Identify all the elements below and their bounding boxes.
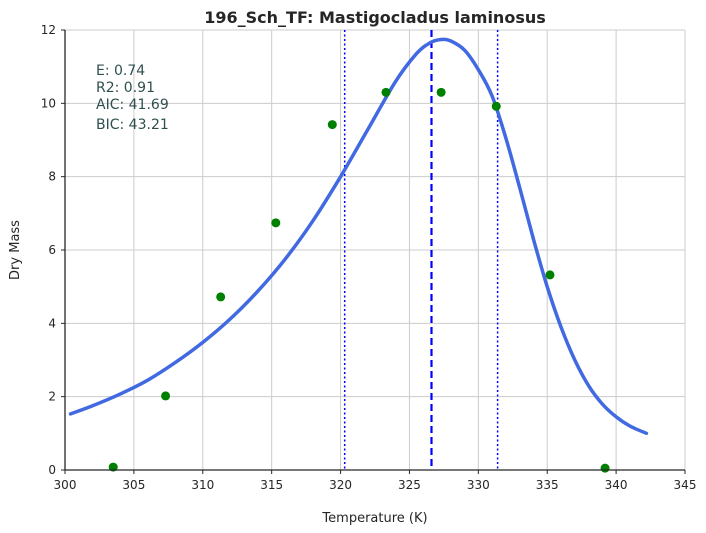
- y-tick-label: 0: [48, 463, 56, 477]
- x-tick-label: 325: [398, 478, 421, 492]
- y-tick-label: 6: [48, 243, 56, 257]
- y-tick-labels: 0 2 4 6 8 10 12: [41, 23, 56, 477]
- data-points: [108, 87, 610, 473]
- x-tick-label: 320: [329, 478, 352, 492]
- chart-title: 196_Sch_TF: Mastigocladus laminosus: [204, 8, 546, 27]
- stats-box: E: 0.74 R2: 0.91 AIC: 41.69 BIC: 43.21: [96, 63, 169, 133]
- y-tick-label: 8: [48, 170, 56, 184]
- fit-curve-group: [68, 37, 649, 436]
- x-tick-label: 305: [122, 478, 145, 492]
- stat-r2: R2: 0.91: [96, 80, 155, 96]
- data-point: [271, 218, 281, 228]
- data-point: [161, 391, 171, 401]
- data-point: [491, 101, 501, 111]
- x-tick-label: 340: [605, 478, 628, 492]
- grid-lines: [64, 29, 686, 471]
- data-point: [600, 463, 610, 473]
- data-point: [216, 292, 226, 302]
- x-tick-label: 345: [674, 478, 697, 492]
- y-tick-label: 12: [41, 23, 56, 37]
- data-point: [545, 270, 555, 280]
- data-point: [436, 87, 446, 97]
- data-point: [381, 87, 391, 97]
- x-tick-label: 330: [467, 478, 490, 492]
- x-tick-label: 315: [260, 478, 283, 492]
- data-point: [108, 462, 118, 472]
- y-axis-label: Dry Mass: [8, 220, 23, 280]
- y-tick-label: 4: [48, 316, 56, 330]
- stat-e: E: 0.74: [96, 63, 145, 79]
- y-tick-label: 10: [41, 96, 56, 110]
- x-axis-label: Temperature (K): [321, 511, 427, 526]
- stat-aic: AIC: 41.69: [96, 97, 169, 113]
- x-tick-label: 310: [191, 478, 214, 492]
- y-tick-label: 2: [48, 390, 56, 404]
- x-tick-label: 335: [536, 478, 559, 492]
- axes: [61, 29, 686, 474]
- stat-bic: BIC: 43.21: [96, 117, 169, 133]
- fit-curve: [68, 37, 649, 436]
- data-point: [327, 120, 337, 130]
- x-tick-label: 300: [54, 478, 77, 492]
- x-tick-labels: 300 305 310 315 320 325 330 335 340 345: [54, 478, 697, 492]
